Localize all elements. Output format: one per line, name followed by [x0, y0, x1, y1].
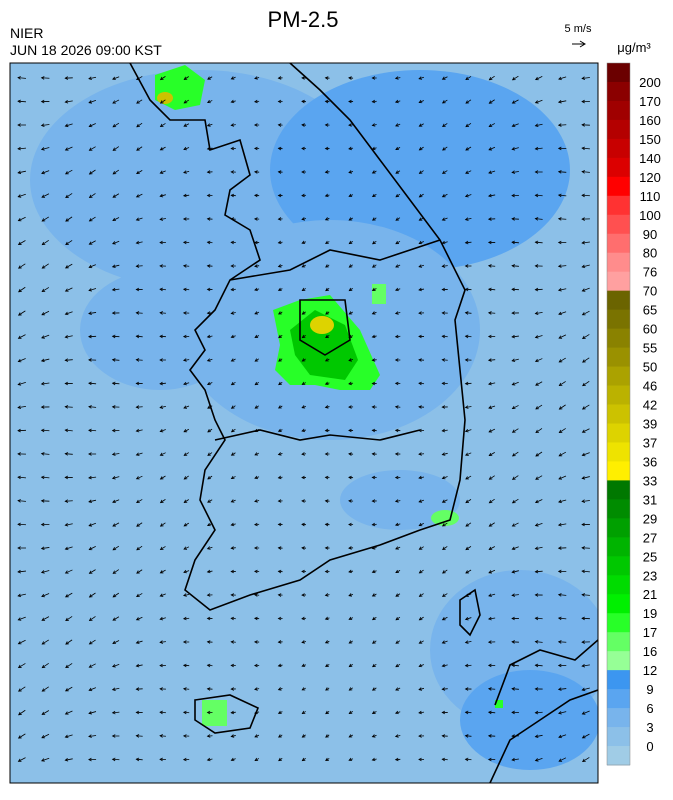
- timestamp: JUN 18 2026 09:00 KST: [10, 42, 162, 58]
- colorbar-segment: [607, 253, 630, 272]
- map-area: [10, 63, 610, 783]
- colorbar-label: 120: [639, 170, 661, 185]
- colorbar-label: 9: [646, 682, 653, 697]
- colorbar-label: 19: [643, 606, 657, 621]
- colorbar-label: 60: [643, 322, 657, 337]
- colorbar-label: 6: [646, 701, 653, 716]
- field-patch: [202, 700, 227, 726]
- colorbar-segment: [607, 442, 630, 461]
- colorbar-label: 16: [643, 644, 657, 659]
- colorbar-label: 17: [643, 625, 657, 640]
- colorbar-segment: [607, 215, 630, 234]
- colorbar-label: 39: [643, 416, 657, 431]
- colorbar-segment: [607, 423, 630, 442]
- colorbar-segment: [607, 651, 630, 670]
- field-patch: [157, 92, 173, 104]
- colorbar-segment: [607, 689, 630, 708]
- field-patch: [372, 284, 386, 304]
- colorbar-label: 12: [643, 663, 657, 678]
- colorbar-segment: [607, 727, 630, 746]
- colorbar-label: 65: [643, 303, 657, 318]
- colorbar-segment: [607, 63, 630, 82]
- colorbar-label: 27: [643, 530, 657, 545]
- colorbar-segment: [607, 537, 630, 556]
- colorbar-label: 76: [643, 265, 657, 280]
- colorbar-label: 42: [643, 398, 657, 413]
- colorbar-segment: [607, 177, 630, 196]
- colorbar-label: 37: [643, 435, 657, 450]
- colorbar-segment: [607, 196, 630, 215]
- colorbar-label: 70: [643, 284, 657, 299]
- colorbar-segment: [607, 101, 630, 120]
- colorbar-segment: [607, 291, 630, 310]
- colorbar-label: 46: [643, 379, 657, 394]
- colorbar-label: 110: [640, 189, 661, 204]
- colorbar-label: 31: [643, 492, 657, 507]
- colorbar-segment: [607, 386, 630, 405]
- colorbar-label: 23: [643, 568, 657, 583]
- colorbar-segment: [607, 499, 630, 518]
- colorbar-segment: [607, 120, 630, 139]
- colorbar-label: 160: [639, 113, 661, 128]
- colorbar-label: 33: [643, 473, 657, 488]
- colorbar-segment: [607, 556, 630, 575]
- field-patch: [310, 316, 334, 334]
- colorbar-segment: [607, 405, 630, 424]
- field-patch: [40, 540, 280, 620]
- colorbar-segment: [607, 310, 630, 329]
- colorbar-label: 55: [643, 341, 657, 356]
- colorbar-segment: [607, 613, 630, 632]
- colorbar-label: 100: [639, 208, 661, 223]
- colorbar-segment: [607, 367, 630, 386]
- colorbar-segment: [607, 348, 630, 367]
- colorbar-segment: [607, 575, 630, 594]
- colorbar-label: 140: [639, 151, 661, 166]
- colorbar-segment: [607, 329, 630, 348]
- colorbar-segment: [607, 594, 630, 613]
- colorbar-label: 21: [643, 587, 657, 602]
- colorbar-label: 170: [639, 94, 661, 109]
- colorbar-label: 150: [639, 132, 661, 147]
- colorbar-label: 29: [643, 511, 657, 526]
- colorbar-label: 25: [643, 549, 657, 564]
- colorbar-segment: [607, 670, 630, 689]
- unit-label: μg/m³: [617, 40, 651, 55]
- colorbar-segment: [607, 746, 630, 765]
- colorbar-segment: [607, 158, 630, 177]
- colorbar-segment: [607, 82, 630, 101]
- colorbar-label: 36: [643, 454, 657, 469]
- field-patch: [80, 270, 240, 390]
- colorbar-segment: [607, 234, 630, 253]
- colorbar: 2001701601501401201101009080767065605550…: [607, 63, 661, 766]
- colorbar-segment: [607, 632, 630, 651]
- colorbar-label: 200: [639, 75, 661, 90]
- wind-scale-label: 5 m/s: [565, 23, 592, 35]
- colorbar-label: 80: [643, 246, 657, 261]
- colorbar-label: 50: [643, 360, 657, 375]
- agency: NIER: [10, 25, 43, 41]
- title: PM-2.5: [268, 7, 339, 32]
- colorbar-segment: [607, 461, 630, 480]
- colorbar-label: 3: [646, 720, 653, 735]
- colorbar-segment: [607, 139, 630, 158]
- colorbar-segment: [607, 708, 630, 727]
- colorbar-label: 90: [643, 227, 657, 242]
- colorbar-label: 0: [646, 739, 653, 754]
- colorbar-segment: [607, 272, 630, 291]
- field-patch: [460, 670, 600, 770]
- colorbar-segment: [607, 518, 630, 537]
- field-patch: [431, 510, 459, 526]
- colorbar-segment: [607, 480, 630, 499]
